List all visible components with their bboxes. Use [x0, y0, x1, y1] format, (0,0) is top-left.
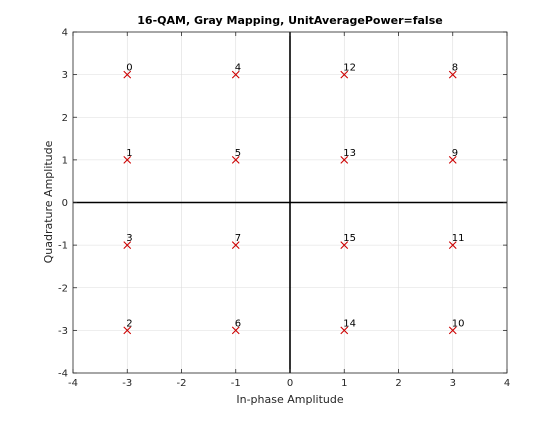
data-point-stroke	[231, 155, 240, 164]
data-point-stroke	[231, 326, 240, 335]
x-tick-label: 3	[450, 378, 456, 389]
data-point-stroke	[448, 70, 457, 79]
data-point	[123, 70, 132, 79]
data-point	[448, 70, 457, 79]
point-label: 5	[235, 148, 241, 159]
y-tick-label: 0	[62, 198, 68, 209]
point-label: 1	[126, 148, 132, 159]
data-point	[123, 155, 132, 164]
data-point	[340, 155, 349, 164]
x-axis-label: In-phase Amplitude	[236, 393, 343, 406]
y-tick-label: -1	[58, 241, 68, 252]
data-point-stroke	[340, 326, 349, 335]
data-point	[448, 155, 457, 164]
x-tick-label: 1	[341, 378, 347, 389]
data-point	[231, 155, 240, 164]
y-axis-label: Quadrature Amplitude	[42, 140, 55, 263]
data-point-stroke	[231, 241, 240, 250]
data-point	[231, 70, 240, 79]
data-point	[123, 241, 132, 250]
y-tick-label: -4	[58, 369, 68, 380]
y-tick-label: 4	[62, 28, 68, 39]
x-tick-label: -3	[122, 378, 132, 389]
point-label: 0	[126, 63, 132, 74]
y-tick-label: 3	[62, 70, 68, 81]
x-tick-label: -4	[68, 378, 78, 389]
data-point-stroke	[340, 155, 349, 164]
data-point	[123, 326, 132, 335]
point-label: 2	[126, 318, 132, 329]
point-label: 9	[452, 148, 458, 159]
point-label: 12	[343, 63, 356, 74]
point-label: 3	[126, 233, 132, 244]
x-tick-label: 4	[504, 378, 510, 389]
data-point-stroke	[123, 70, 132, 79]
data-point	[448, 326, 457, 335]
chart-title: 16-QAM, Gray Mapping, UnitAveragePower=f…	[137, 14, 442, 27]
y-tick-label: 1	[62, 155, 68, 166]
data-point-stroke	[448, 241, 457, 250]
zero-axes	[73, 32, 507, 373]
point-label: 6	[235, 318, 241, 329]
data-point	[340, 241, 349, 250]
data-point-stroke	[340, 241, 349, 250]
data-point-stroke	[231, 70, 240, 79]
data-point-stroke	[448, 326, 457, 335]
point-label: 7	[235, 233, 241, 244]
data-point-stroke	[340, 70, 349, 79]
data-point-stroke	[123, 155, 132, 164]
point-label: 10	[452, 318, 465, 329]
data-point	[340, 70, 349, 79]
y-tick-label: -2	[58, 283, 68, 294]
point-label: 4	[235, 63, 241, 74]
point-label: 14	[343, 318, 356, 329]
data-point	[231, 241, 240, 250]
data-point-stroke	[123, 241, 132, 250]
data-point	[448, 241, 457, 250]
x-tick-label: 2	[395, 378, 401, 389]
data-point-stroke	[448, 155, 457, 164]
data-point	[340, 326, 349, 335]
x-tick-label: -2	[177, 378, 187, 389]
point-label: 13	[343, 148, 356, 159]
point-label: 8	[452, 63, 458, 74]
data-points	[123, 70, 457, 335]
point-label: 15	[343, 233, 356, 244]
x-tick-label: 0	[287, 378, 293, 389]
y-tick-label: 2	[62, 113, 68, 124]
point-label: 11	[452, 233, 465, 244]
x-tick-label: -1	[231, 378, 241, 389]
data-point	[231, 326, 240, 335]
y-tick-label: -3	[58, 326, 68, 337]
data-point-stroke	[123, 326, 132, 335]
